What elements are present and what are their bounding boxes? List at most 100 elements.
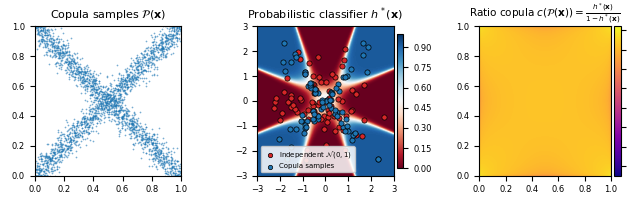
Point: [147, 134, 157, 137]
Point: [147, 54, 157, 57]
Point: [66, 61, 76, 65]
Point: [139, 129, 149, 133]
Point: [56, 38, 66, 41]
Point: [121, 78, 131, 81]
Point: [42, 50, 52, 53]
Point: [44, 155, 54, 158]
Point: [170, 174, 180, 177]
Point: [41, 45, 51, 48]
Point: [60, 47, 70, 50]
Point: [150, 137, 161, 140]
Point: [111, 104, 121, 107]
Point: [32, 174, 42, 177]
Point: [49, 165, 59, 168]
Point: [56, 26, 66, 29]
Point: [78, 81, 88, 84]
Point: [56, 54, 66, 58]
Point: [131, 66, 142, 69]
Point: [129, 127, 139, 130]
Point: [51, 40, 61, 44]
Point: [171, 166, 181, 169]
Point: [80, 80, 90, 83]
Point: [99, 106, 109, 110]
Point: [73, 71, 83, 74]
Copula samples: [343, 75, 353, 78]
Point: [104, 98, 114, 101]
Point: [141, 53, 151, 56]
Point: [148, 52, 158, 55]
Point: [72, 71, 82, 74]
Point: [71, 140, 81, 143]
Point: [51, 167, 61, 171]
Point: [89, 107, 99, 111]
Point: [83, 126, 93, 129]
Point: [96, 96, 106, 99]
Point: [133, 78, 143, 81]
Point: [89, 111, 99, 114]
Point: [47, 156, 58, 160]
Point: [111, 99, 121, 102]
Point: [158, 162, 168, 165]
Point: [68, 124, 78, 127]
Point: [147, 61, 157, 65]
Point: [112, 88, 123, 91]
Point: [32, 25, 42, 28]
Point: [168, 165, 178, 168]
Point: [128, 113, 138, 116]
Point: [69, 60, 79, 63]
Point: [37, 39, 47, 43]
Point: [76, 85, 86, 88]
Point: [91, 91, 101, 94]
Point: [161, 41, 171, 45]
Point: [164, 163, 174, 166]
Point: [37, 25, 47, 28]
Point: [136, 66, 146, 69]
Point: [49, 45, 59, 48]
Point: [109, 110, 119, 113]
Point: [109, 99, 119, 102]
Point: [127, 82, 137, 85]
Point: [50, 142, 60, 145]
Point: [87, 75, 97, 78]
Point: [119, 113, 129, 116]
Point: [45, 161, 55, 165]
Point: [133, 65, 143, 68]
Point: [120, 67, 130, 70]
Point: [162, 41, 173, 45]
Point: [35, 168, 45, 171]
Point: [42, 28, 52, 31]
Point: [66, 125, 76, 129]
Point: [92, 86, 102, 89]
Point: [143, 70, 153, 73]
Copula samples: [313, 117, 323, 120]
Point: [139, 54, 149, 57]
Point: [154, 147, 164, 150]
Point: [75, 75, 85, 78]
Point: [59, 152, 69, 156]
Point: [95, 89, 106, 92]
Point: [162, 167, 172, 170]
Point: [118, 74, 128, 77]
Point: [45, 53, 55, 57]
Point: [140, 68, 150, 72]
Point: [137, 67, 147, 70]
Point: [126, 64, 136, 67]
Point: [110, 94, 120, 97]
Point: [137, 137, 147, 140]
Point: [145, 147, 155, 150]
Point: [59, 140, 69, 143]
Point: [173, 174, 183, 177]
Point: [150, 164, 161, 167]
Point: [51, 161, 61, 164]
Point: [131, 57, 141, 60]
Point: [154, 48, 164, 51]
Point: [35, 33, 46, 36]
Point: [137, 127, 147, 130]
Point: [93, 112, 103, 115]
Point: [169, 162, 179, 165]
Point: [42, 37, 52, 40]
Point: [164, 32, 174, 36]
Point: [64, 53, 75, 56]
Point: [63, 62, 73, 66]
Point: [82, 122, 92, 125]
